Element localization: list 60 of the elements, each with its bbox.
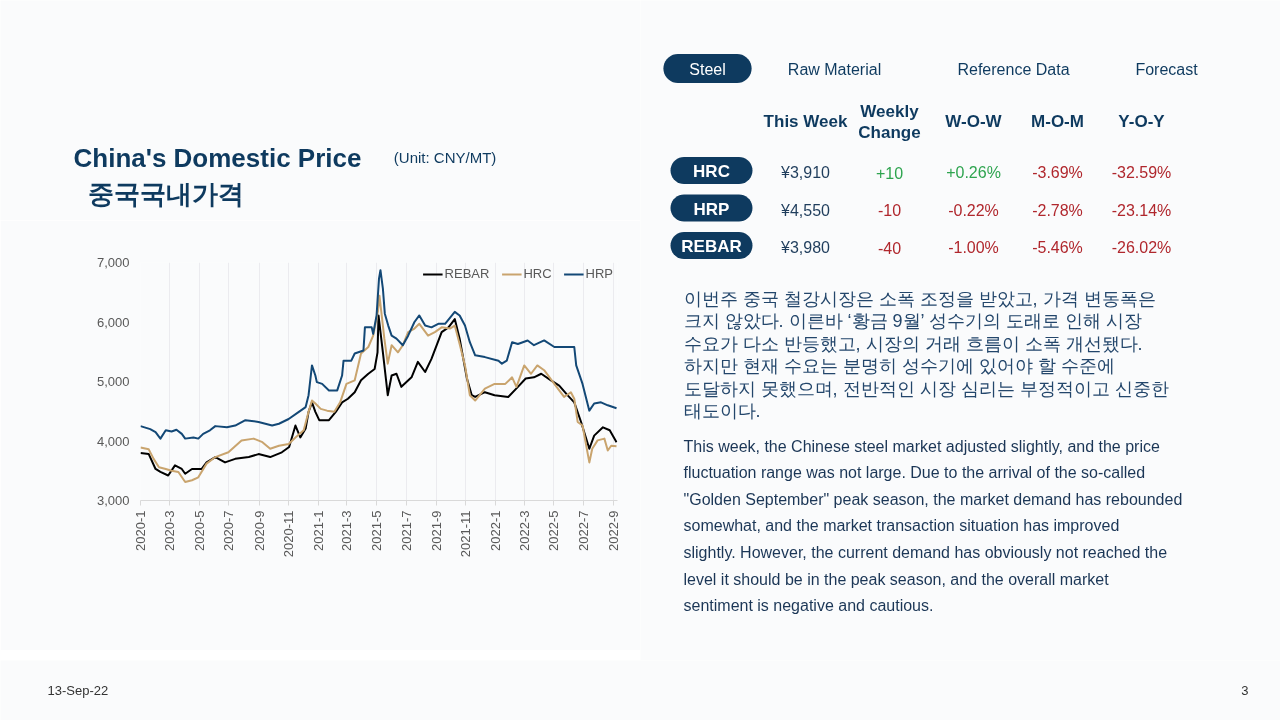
x-tick-label: 2021-7 [398,510,414,551]
category-label: Y-O-Y [1118,112,1166,131]
x-tick-label: 2022-5 [546,510,562,551]
text: ¥3,910 [781,164,830,181]
x-tick-label: 2022-3 [516,510,532,551]
text: -3.69% [1032,164,1083,181]
category-label: This Week [763,112,848,131]
x-tick-label: 2020-5 [191,510,207,551]
y-tick-label: 4,000 [96,433,130,449]
x-tick-label: 2021-11 [458,510,474,558]
text: -23.14% [1111,201,1172,219]
x-tick-label: 2020-1 [133,510,148,551]
category-label: Reference Data [957,61,1070,78]
text: -1.00% [948,239,999,256]
category-label: M-O-M [1031,112,1084,131]
y-tick-label: 3,000 [96,493,130,508]
text: HRC [693,162,730,181]
text: ¥3,980 [781,239,830,256]
y-tick-label: 5,000 [96,374,130,389]
x-tick-label: 2021-3 [339,510,355,551]
x-tick-label: 2021-9 [428,510,444,551]
text: -32.59% [1111,164,1172,181]
text: ¥4,550 [781,201,830,219]
x-tick-label: 2022-9 [606,510,622,551]
text: HRP [693,199,730,219]
x-tick-label: 2022-7 [576,510,591,551]
legend-label: REBAR [444,266,490,281]
chart-title: China's Domestic Price [73,142,362,173]
text: -40 [877,239,902,257]
text: 이번주 중국 철강시장은 소폭 조정을 받았고, 가격 변동폭은 크지 않았다. 이른바 ‘황금 9월’ 성수기의 도래로 인해 시장 수요가 다소 반등했고, 시장의 거래 흐름이 소폭 개선됐다. 하지만 현재 수요는 분명히 성수기에 있어야 할 수준에 도달하지 못했으며, 전반적인 시장 심리는 부정적이고 신중한 태도이다. [683,288,1169,421]
text: -0.22% [948,201,999,219]
x-tick-label: 2022-1 [488,510,504,551]
text: REBAR [681,237,742,256]
text: -26.02% [1111,239,1172,256]
y-tick-label: 7,000 [96,255,130,270]
text: 3 [1241,683,1249,698]
text: 13-Sep-22 [47,683,109,698]
text: 중국국내가격 [87,178,244,209]
y-tick-label: 6,000 [96,314,130,330]
line-series [140,269,618,440]
x-tick-label: 2020-3 [162,510,178,551]
category-label: W-O-W [945,112,1003,131]
category-label: Forecast [1135,61,1199,78]
category-label: Steel [689,61,726,78]
text: This week, the Chinese steel market adjusted slightly, and the price fluctuation range was not large. Due to the arrival of the so-called "Golden September" peak season, the market demand has rebounded somewhat, and the market transaction situation has improved slightly. However, the current demand has obviously not reached the level it should be in the peak season, and the overall market sentiment is negative and cautious. [683,437,1183,615]
category-label: Weekly Change [858,101,921,142]
text: -2.78% [1032,201,1083,219]
x-tick-label: 2020-9 [251,510,267,551]
text: -10 [877,202,902,219]
x-tick-label: 2020-11 [281,510,297,558]
text: -5.46% [1032,239,1083,256]
x-tick-label: 2020-7 [221,510,237,551]
text: +10 [875,164,904,182]
x-tick-label: 2021-1 [310,510,326,551]
chart-subtitle: (Unit: CNY/MT) [393,149,497,166]
legend-label: HRP [585,266,613,281]
x-tick-label: 2021-5 [369,510,385,551]
category-label: Raw Material [787,61,882,78]
legend-label: HRC [523,266,552,281]
text: +0.26% [946,164,1001,181]
